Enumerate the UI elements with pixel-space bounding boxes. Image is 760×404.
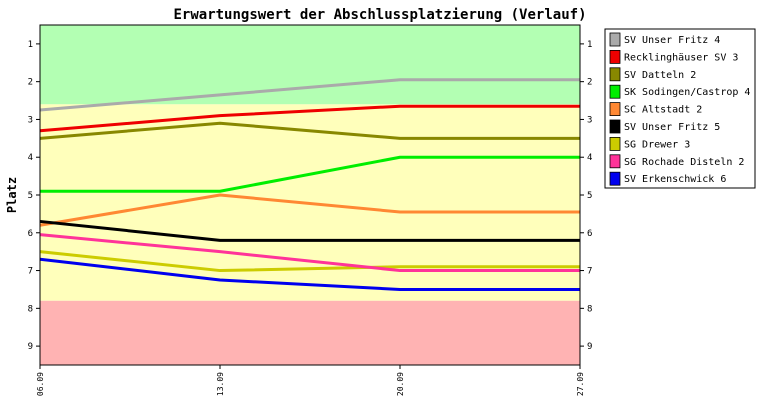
legend-label: SC Altstadt 2 — [624, 105, 702, 116]
series-line — [39, 233, 580, 273]
legend-swatch — [609, 84, 621, 99]
chart-title: Erwartungswert der Abschlussplatzierung … — [173, 7, 586, 23]
series-line — [39, 219, 580, 242]
legend-box — [604, 28, 756, 189]
legend-swatch — [609, 102, 621, 116]
y-tick-label-left: 7 — [28, 267, 33, 277]
legend-label: SV Erkenschwick 6 — [624, 174, 726, 185]
y-tick-label-right: 8 — [587, 304, 592, 314]
y-tick-label-right: 5 — [587, 191, 592, 201]
legend-label: Recklinghäuser SV 3 — [624, 52, 738, 63]
legend-label: SG Rochade Disteln 2 — [624, 157, 744, 168]
series-line — [39, 78, 580, 112]
legend-swatch — [609, 136, 621, 151]
x-tick-label: 06.09 — [36, 372, 45, 396]
y-axis-label: Platz — [5, 177, 19, 213]
legend-swatch — [609, 154, 621, 169]
y-tick-label-left: 3 — [28, 115, 33, 125]
legend-swatch — [609, 50, 621, 64]
y-tick-label-right: 1 — [587, 40, 592, 50]
zone-band — [40, 300, 580, 365]
series-line — [39, 250, 580, 273]
legend-label: SG Drewer 3 — [624, 139, 690, 150]
y-tick-label-left: 9 — [28, 342, 33, 352]
legend-label: SV Unser Fritz 5 — [624, 122, 720, 133]
y-tick-label-right: 2 — [587, 78, 592, 88]
series-line — [39, 193, 580, 227]
legend-swatch — [609, 171, 621, 186]
legend-swatch — [609, 119, 621, 134]
y-tick-label-left: 2 — [28, 78, 33, 88]
series-line — [40, 155, 580, 193]
legend-label: SV Datteln 2 — [624, 70, 696, 81]
y-tick-label-left: 5 — [28, 191, 33, 201]
plot-frame — [39, 24, 581, 366]
y-tick-label-right: 6 — [587, 229, 592, 239]
legend-label: SK Sodingen/Castrop 4 — [624, 87, 750, 98]
y-tick-label-left: 4 — [28, 153, 33, 163]
x-tick-label: 13.09 — [216, 372, 225, 396]
legend-label: SV Unser Fritz 4 — [624, 35, 720, 46]
x-tick-label: 27.09 — [576, 372, 585, 396]
zone-band — [40, 25, 580, 105]
y-tick-label-left: 6 — [28, 229, 33, 239]
series-line — [39, 104, 580, 133]
legend-swatch — [609, 32, 621, 47]
y-tick-label-left: 8 — [28, 304, 33, 314]
series-line — [39, 121, 580, 140]
legend-swatch — [609, 67, 621, 82]
x-tick-label: 20.09 — [396, 372, 405, 396]
y-tick-label-right: 4 — [587, 153, 592, 163]
series-line — [39, 257, 580, 291]
y-tick-label-right: 7 — [587, 267, 592, 277]
y-tick-label-right: 3 — [587, 115, 592, 125]
y-tick-label-right: 9 — [587, 342, 592, 352]
y-tick-label-left: 1 — [28, 40, 33, 50]
